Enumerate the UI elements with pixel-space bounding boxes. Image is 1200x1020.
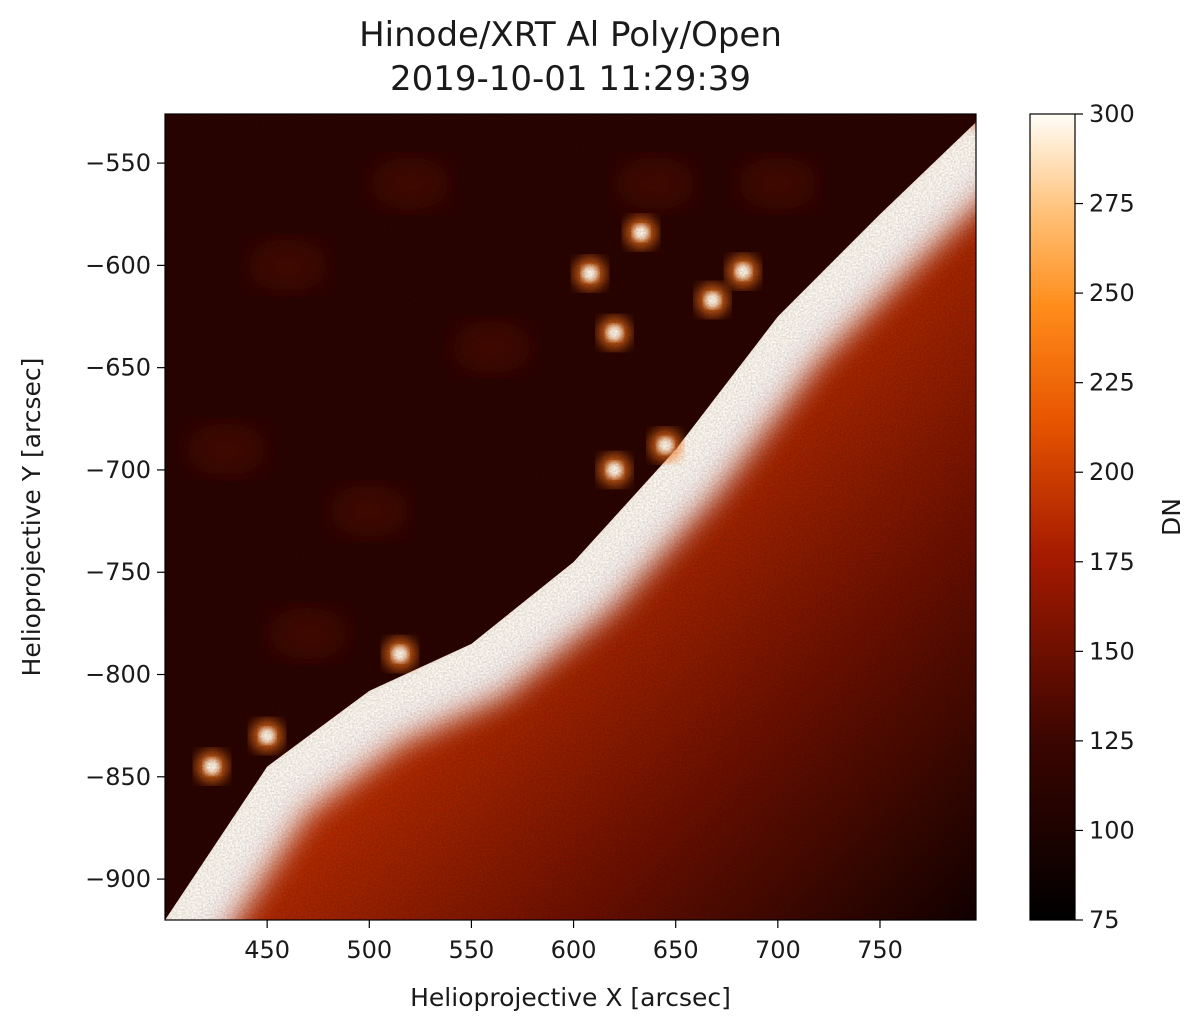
y-tick-label: −900 — [85, 865, 151, 893]
x-tick-label: 750 — [857, 936, 903, 964]
y-tick-label: −650 — [85, 354, 151, 382]
y-tick-label: −700 — [85, 456, 151, 484]
x-tick-label: 700 — [755, 936, 801, 964]
y-axis-label: Helioprojective Y [arcsec] — [17, 358, 46, 677]
colorbar-tick-label: 300 — [1089, 100, 1135, 128]
colorbar-tick-label: 100 — [1089, 816, 1135, 844]
y-tick-label: −550 — [85, 149, 151, 177]
x-tick-label: 600 — [551, 936, 597, 964]
colorbar-tick-label: 275 — [1089, 190, 1135, 218]
y-tick-label: −850 — [85, 763, 151, 791]
image-noise — [165, 114, 976, 920]
solar-image — [165, 114, 976, 920]
colorbar — [1029, 113, 1076, 921]
y-tick-label: −750 — [85, 558, 151, 586]
chart-title-line1: Hinode/XRT Al Poly/Open — [359, 15, 782, 55]
x-axis: 450 500 550 600 650 700 750 — [244, 920, 903, 964]
x-tick-label: 450 — [244, 936, 290, 964]
y-tick-label: −600 — [85, 251, 151, 279]
colorbar-tick-label: 150 — [1089, 637, 1135, 665]
x-tick-label: 550 — [449, 936, 495, 964]
chart-title-line2: 2019-10-01 11:29:39 — [390, 59, 751, 99]
colorbar-tick-label: 225 — [1089, 369, 1135, 397]
x-axis-label: Helioprojective X [arcsec] — [410, 983, 731, 1012]
colorbar-tick-label: 175 — [1089, 548, 1135, 576]
colorbar-axis: 300 275 250 225 200 175 150 125 100 75 — [1075, 100, 1135, 934]
colorbar-tick-label: 125 — [1089, 727, 1135, 755]
colorbar-tick-label: 250 — [1089, 279, 1135, 307]
y-axis: −550 −600 −650 −700 −750 −800 −850 −900 — [85, 149, 165, 893]
plot-frame — [164, 113, 977, 921]
colorbar-tick-label: 75 — [1089, 906, 1120, 934]
y-tick-label: −800 — [85, 661, 151, 689]
colorbar-tick-label: 200 — [1089, 458, 1135, 486]
x-tick-label: 650 — [653, 936, 699, 964]
x-tick-label: 500 — [346, 936, 392, 964]
colorbar-label: DN — [1157, 498, 1186, 536]
